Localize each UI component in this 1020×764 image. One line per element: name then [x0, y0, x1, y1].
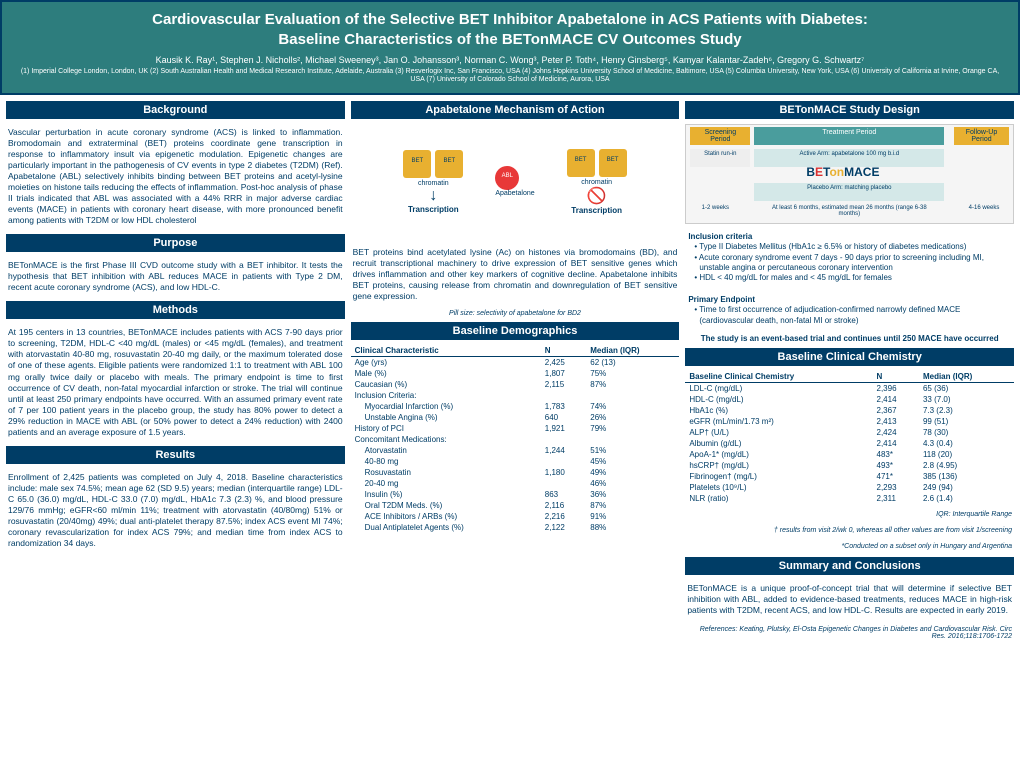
- poster-body: Background Vascular perturbation in acut…: [0, 95, 1020, 648]
- apabetalone-icon: ABL: [495, 166, 519, 190]
- table-header: Clinical Characteristic: [351, 345, 541, 357]
- table-row: 40-80 mg45%: [351, 456, 680, 467]
- transcription-label-2: Transcription: [565, 206, 629, 215]
- demo-table: Clinical CharacteristicNMedian (IQR) Age…: [351, 345, 680, 533]
- table-row: Age (yrs)2,42562 (13): [351, 357, 680, 369]
- design-title: BETonMACE Study Design: [685, 101, 1014, 119]
- table-row: Insulin (%)86336%: [351, 489, 680, 500]
- table-row: Concomitant Medications:: [351, 434, 680, 445]
- apabetalone-label: Apabetalone: [495, 190, 534, 197]
- table-row: eGFR (mL/min/1.73 m²)2,41399 (51): [685, 416, 1014, 427]
- timeline-1: 1-2 weeks: [690, 203, 740, 221]
- methods-title: Methods: [6, 301, 345, 319]
- table-row: History of PCI1,92179%: [351, 423, 680, 434]
- endpoint-title: Primary Endpoint: [688, 295, 1011, 305]
- results-text: Enrollment of 2,425 patients was complet…: [6, 469, 345, 552]
- timeline-2: At least 6 months, estimated mean 26 mon…: [754, 203, 944, 221]
- table-row: Rosuvastatin1,18049%: [351, 467, 680, 478]
- moa-title: Apabetalone Mechanism of Action: [351, 101, 680, 119]
- purpose-title: Purpose: [6, 234, 345, 252]
- timeline-3: 4-16 weeks: [959, 203, 1009, 221]
- table-row: Atorvastatin1,24451%: [351, 445, 680, 456]
- authors: Kausik K. Ray¹, Stephen J. Nicholls², Mi…: [14, 55, 1006, 65]
- table-header: Median (IQR): [919, 371, 1014, 383]
- background-text: Vascular perturbation in acute coronary …: [6, 124, 345, 229]
- table-row: Myocardial Infarction (%)1,78374%: [351, 401, 680, 412]
- affiliations: (1) Imperial College London, London, UK …: [14, 68, 1006, 85]
- list-item: HDL < 40 mg/dL for males and < 45 mg/dL …: [694, 273, 1011, 283]
- placebo-arm: Placebo Arm: matching placebo: [754, 183, 944, 201]
- table-row: ALP† (U/L)2,42478 (30): [685, 427, 1014, 438]
- table-row: Albumin (g/dL)2,4144.3 (0.4): [685, 438, 1014, 449]
- chem-table: Baseline Clinical ChemistryNMedian (IQR)…: [685, 371, 1014, 504]
- treatment-period: Treatment Period: [754, 127, 944, 145]
- inclusion-title: Inclusion criteria: [688, 232, 1011, 242]
- screening-period: Screening Period: [690, 127, 750, 145]
- list-item: Time to first occurrence of adjudication…: [694, 305, 1011, 326]
- demo-title: Baseline Demographics: [351, 322, 680, 340]
- chem-title: Baseline Clinical Chemistry: [685, 348, 1014, 366]
- followup-period: Follow-Up Period: [954, 127, 1009, 145]
- primary-endpoint: Primary Endpoint Time to first occurrenc…: [685, 292, 1014, 329]
- list-item: Type II Diabetes Mellitus (HbA1c ≥ 6.5% …: [694, 242, 1011, 252]
- table-row: Unstable Angina (%)64026%: [351, 412, 680, 423]
- column-3: BETonMACE Study Design Screening Period …: [685, 101, 1014, 642]
- inclusion-criteria: Inclusion criteria Type II Diabetes Mell…: [685, 229, 1014, 287]
- list-item: Acute coronary syndrome event 7 days - 9…: [694, 253, 1011, 274]
- table-row: Platelets (10⁹/L)2,293249 (94): [685, 482, 1014, 493]
- event-note: The study is an event-based trial and co…: [685, 334, 1014, 343]
- table-row: Male (%)1,80775%: [351, 368, 680, 379]
- summary-title: Summary and Conclusions: [685, 557, 1014, 575]
- table-header: Median (IQR): [586, 345, 679, 357]
- table-row: 20-40 mg46%: [351, 478, 680, 489]
- column-2: Apabetalone Mechanism of Action BETBET c…: [351, 101, 680, 642]
- column-1: Background Vascular perturbation in acut…: [6, 101, 345, 642]
- statin-runin: Statin run-in: [690, 149, 750, 167]
- chem-note2: † results from visit 2/wk 0, whereas all…: [685, 525, 1014, 536]
- table-header: Baseline Clinical Chemistry: [685, 371, 872, 383]
- moa-caption: Pill size: selectivity of apabetalone fo…: [351, 310, 680, 317]
- chromatin-label-2: chromatin: [565, 179, 629, 186]
- table-row: Caucasian (%)2,11587%: [351, 379, 680, 390]
- chromatin-label-1: chromatin: [401, 180, 465, 187]
- purpose-text: BETonMACE is the first Phase III CVD out…: [6, 257, 345, 296]
- table-row: Inclusion Criteria:: [351, 390, 680, 401]
- moa-diagram: BETBET chromatin ↓ Transcription ABL Apa…: [351, 124, 680, 239]
- table-row: Fibrinogen† (mg/L)471*385 (136): [685, 471, 1014, 482]
- moa-text: BET proteins bind acetylated lysine (Ac)…: [351, 244, 680, 305]
- chem-note3: *Conducted on a subset only in Hungary a…: [685, 541, 1014, 552]
- table-row: Dual Antiplatelet Agents (%)2,12288%: [351, 522, 680, 533]
- table-row: ApoA-1* (mg/dL)483*118 (20): [685, 449, 1014, 460]
- betonmace-logo: BETonMACE: [806, 165, 879, 179]
- table-row: ACE Inhibitors / ARBs (%)2,21691%: [351, 511, 680, 522]
- title-line2: Baseline Characteristics of the BETonMAC…: [14, 30, 1006, 50]
- study-design-diagram: Screening Period Treatment Period Follow…: [685, 124, 1014, 224]
- results-title: Results: [6, 446, 345, 464]
- table-row: LDL-C (mg/dL)2,39665 (36): [685, 382, 1014, 394]
- table-header: N: [873, 371, 919, 383]
- chem-note1: IQR: Interquartile Range: [685, 509, 1014, 520]
- table-row: Oral T2DM Meds. (%)2,11687%: [351, 500, 680, 511]
- table-header: N: [541, 345, 586, 357]
- table-row: HDL-C (mg/dL)2,41433 (7.0): [685, 394, 1014, 405]
- table-row: NLR (ratio)2,3112.6 (1.4): [685, 493, 1014, 504]
- background-title: Background: [6, 101, 345, 119]
- transcription-label-1: Transcription: [401, 205, 465, 214]
- summary-text: BETonMACE is a unique proof-of-concept t…: [685, 580, 1014, 619]
- methods-text: At 195 centers in 13 countries, BETonMAC…: [6, 324, 345, 440]
- poster-header: Cardiovascular Evaluation of the Selecti…: [0, 0, 1020, 95]
- table-row: HbA1c (%)2,3677.3 (2.3): [685, 405, 1014, 416]
- table-row: hsCRP† (mg/dL)493*2.8 (4.95): [685, 460, 1014, 471]
- title-line1: Cardiovascular Evaluation of the Selecti…: [14, 10, 1006, 30]
- references: References: Keating, Plutsky, El-Osta Ep…: [685, 624, 1014, 642]
